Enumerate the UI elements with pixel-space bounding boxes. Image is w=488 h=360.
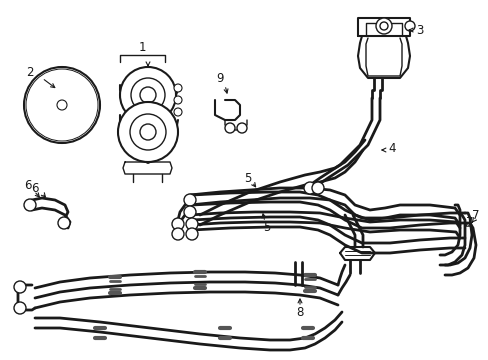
Circle shape <box>174 84 182 92</box>
Circle shape <box>26 69 98 141</box>
Circle shape <box>14 281 26 293</box>
Circle shape <box>140 87 156 103</box>
Circle shape <box>185 218 198 230</box>
Circle shape <box>224 123 235 133</box>
Circle shape <box>24 67 100 143</box>
Circle shape <box>174 96 182 104</box>
Text: 3: 3 <box>415 23 423 36</box>
Circle shape <box>172 228 183 240</box>
Circle shape <box>311 182 324 194</box>
Circle shape <box>48 91 76 119</box>
Circle shape <box>57 100 67 110</box>
Circle shape <box>183 194 196 206</box>
Text: 6: 6 <box>31 181 39 194</box>
Text: 4: 4 <box>387 141 395 154</box>
Circle shape <box>185 228 198 240</box>
Text: 7: 7 <box>465 216 473 229</box>
Text: 9: 9 <box>216 72 224 85</box>
Circle shape <box>58 217 70 229</box>
Circle shape <box>404 21 414 31</box>
Circle shape <box>172 218 183 230</box>
Text: 7: 7 <box>471 208 479 221</box>
Circle shape <box>36 79 88 131</box>
Text: 8: 8 <box>296 306 303 319</box>
Circle shape <box>118 102 178 162</box>
Text: 5: 5 <box>263 220 270 234</box>
Circle shape <box>42 85 82 125</box>
Circle shape <box>130 114 165 150</box>
Circle shape <box>30 73 94 137</box>
Circle shape <box>140 124 156 140</box>
Circle shape <box>183 206 196 218</box>
Circle shape <box>14 302 26 314</box>
Circle shape <box>24 199 36 211</box>
Text: 1: 1 <box>138 41 145 54</box>
Circle shape <box>375 18 391 34</box>
Circle shape <box>304 182 315 194</box>
Circle shape <box>379 22 387 30</box>
Circle shape <box>237 123 246 133</box>
Circle shape <box>131 78 164 112</box>
Circle shape <box>174 108 182 116</box>
Circle shape <box>120 67 176 123</box>
Text: 2: 2 <box>26 66 34 78</box>
Circle shape <box>54 97 70 113</box>
Text: 5: 5 <box>244 171 251 185</box>
Text: 6: 6 <box>24 179 32 192</box>
